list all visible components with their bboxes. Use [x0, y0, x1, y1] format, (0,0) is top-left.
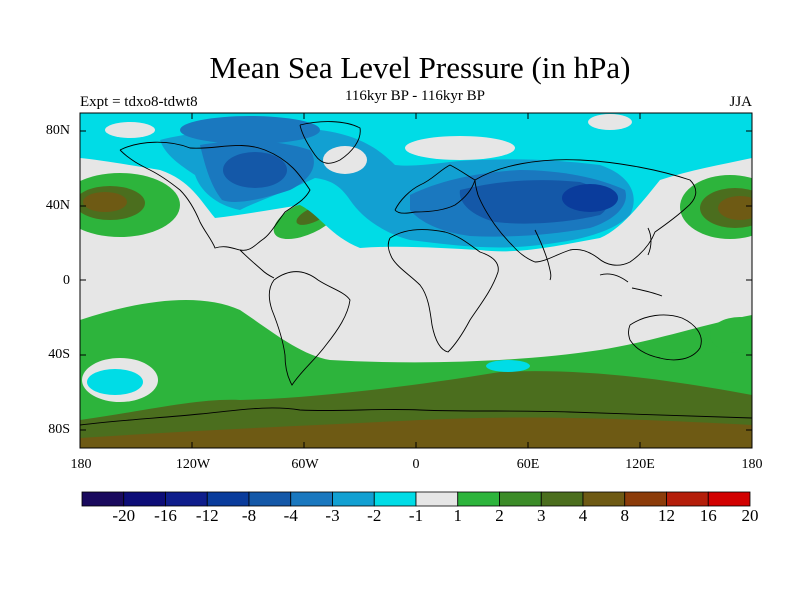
coast-india — [534, 229, 552, 281]
coast-central-america — [239, 249, 275, 279]
lon-label-60w: 60W — [291, 457, 319, 472]
season-label: JJA — [729, 94, 752, 110]
coast-africa — [387, 229, 499, 353]
colorbar-swatch — [624, 491, 667, 507]
lat-label-40s: 40S — [48, 347, 70, 362]
field-brown-south — [80, 417, 752, 448]
colorbar-label: -4 — [283, 506, 298, 525]
lon-label-120w: 120W — [175, 457, 211, 472]
colorbar-swatch — [81, 491, 125, 507]
field-green-swpacific — [710, 317, 752, 353]
lat-label-40n: 40N — [45, 198, 70, 213]
lon-label-120e: 120E — [625, 457, 655, 472]
colorbar-label: 4 — [578, 506, 588, 525]
field-cyan-southindian — [486, 360, 530, 372]
colorbar-label: 16 — [699, 506, 717, 525]
colorbar-label: -16 — [154, 506, 177, 525]
colorbar — [81, 491, 751, 507]
field-neutral-alaska — [105, 122, 155, 138]
colorbar-swatch — [290, 491, 333, 507]
field-neutral-arctic — [405, 136, 515, 160]
axis-ticks — [80, 113, 752, 448]
colorbar-label: 8 — [620, 506, 630, 525]
colorbar-swatch — [582, 491, 626, 507]
coast-south-america — [268, 271, 351, 386]
colorbar-swatch — [123, 491, 166, 507]
field-brown-npac-west — [718, 196, 752, 220]
lon-label-60e: 60E — [516, 457, 540, 472]
colorbar-label: -2 — [367, 506, 382, 525]
coast-greenland — [299, 121, 361, 164]
lon-label-180e: 180 — [741, 457, 763, 472]
lat-label-80s: 80S — [48, 422, 70, 437]
colorbar-label: -1 — [408, 506, 424, 525]
map-subtitle: 116kyr BP - 116kyr BP — [344, 88, 485, 104]
colorbar-swatch — [707, 491, 751, 507]
colorbar-label: -20 — [112, 506, 136, 525]
colorbar-swatch — [248, 491, 292, 507]
colorbar-label: -12 — [195, 506, 219, 525]
colorbar-swatch — [499, 491, 542, 507]
colorbar-label: 3 — [537, 506, 546, 525]
colorbar-label: -3 — [325, 506, 340, 525]
colorbar-swatch — [415, 491, 459, 507]
field-brown-npac-east — [83, 192, 127, 212]
colorbar-swatch — [206, 491, 250, 507]
colorbar-label: -8 — [241, 506, 257, 525]
colorbar-swatch — [373, 491, 417, 507]
colorbar-label: 2 — [495, 506, 504, 525]
colorbar-label: 1 — [453, 506, 463, 525]
field-cyan-southpacific-core — [87, 369, 143, 395]
field-neutral-greenland — [323, 146, 367, 174]
lat-label-80n: 80N — [45, 123, 70, 138]
colorbar-swatch — [457, 491, 500, 507]
lon-label-0: 0 — [412, 457, 420, 472]
colorbar-swatch — [332, 491, 375, 507]
coast-japan — [647, 227, 652, 256]
coast-asia — [474, 159, 697, 266]
coastlines — [80, 121, 752, 426]
colorbar-swatch — [165, 491, 208, 507]
coast-north-america — [119, 141, 311, 251]
field-blue-canada — [223, 152, 287, 188]
lon-label-180w: 180 — [70, 457, 92, 472]
colorbar-label: 12 — [658, 506, 675, 525]
colorbar-swatch — [540, 491, 584, 507]
coast-australia — [628, 314, 702, 361]
pressure-field — [80, 113, 752, 448]
field-darkblue-asia — [562, 184, 618, 212]
lat-label-eq: 0 — [63, 273, 70, 288]
map-title: Mean Sea Level Pressure (in hPa) — [209, 50, 631, 85]
coast-antarctica — [80, 407, 752, 426]
field-neutral-siberia — [588, 114, 632, 130]
colorbar-swatch — [666, 491, 709, 507]
coast-indonesia — [599, 273, 663, 297]
field-blue-arctic — [180, 116, 320, 144]
experiment-label: Expt = tdxo8-tdwt8 — [80, 94, 198, 110]
colorbar-label: 20 — [741, 506, 759, 525]
